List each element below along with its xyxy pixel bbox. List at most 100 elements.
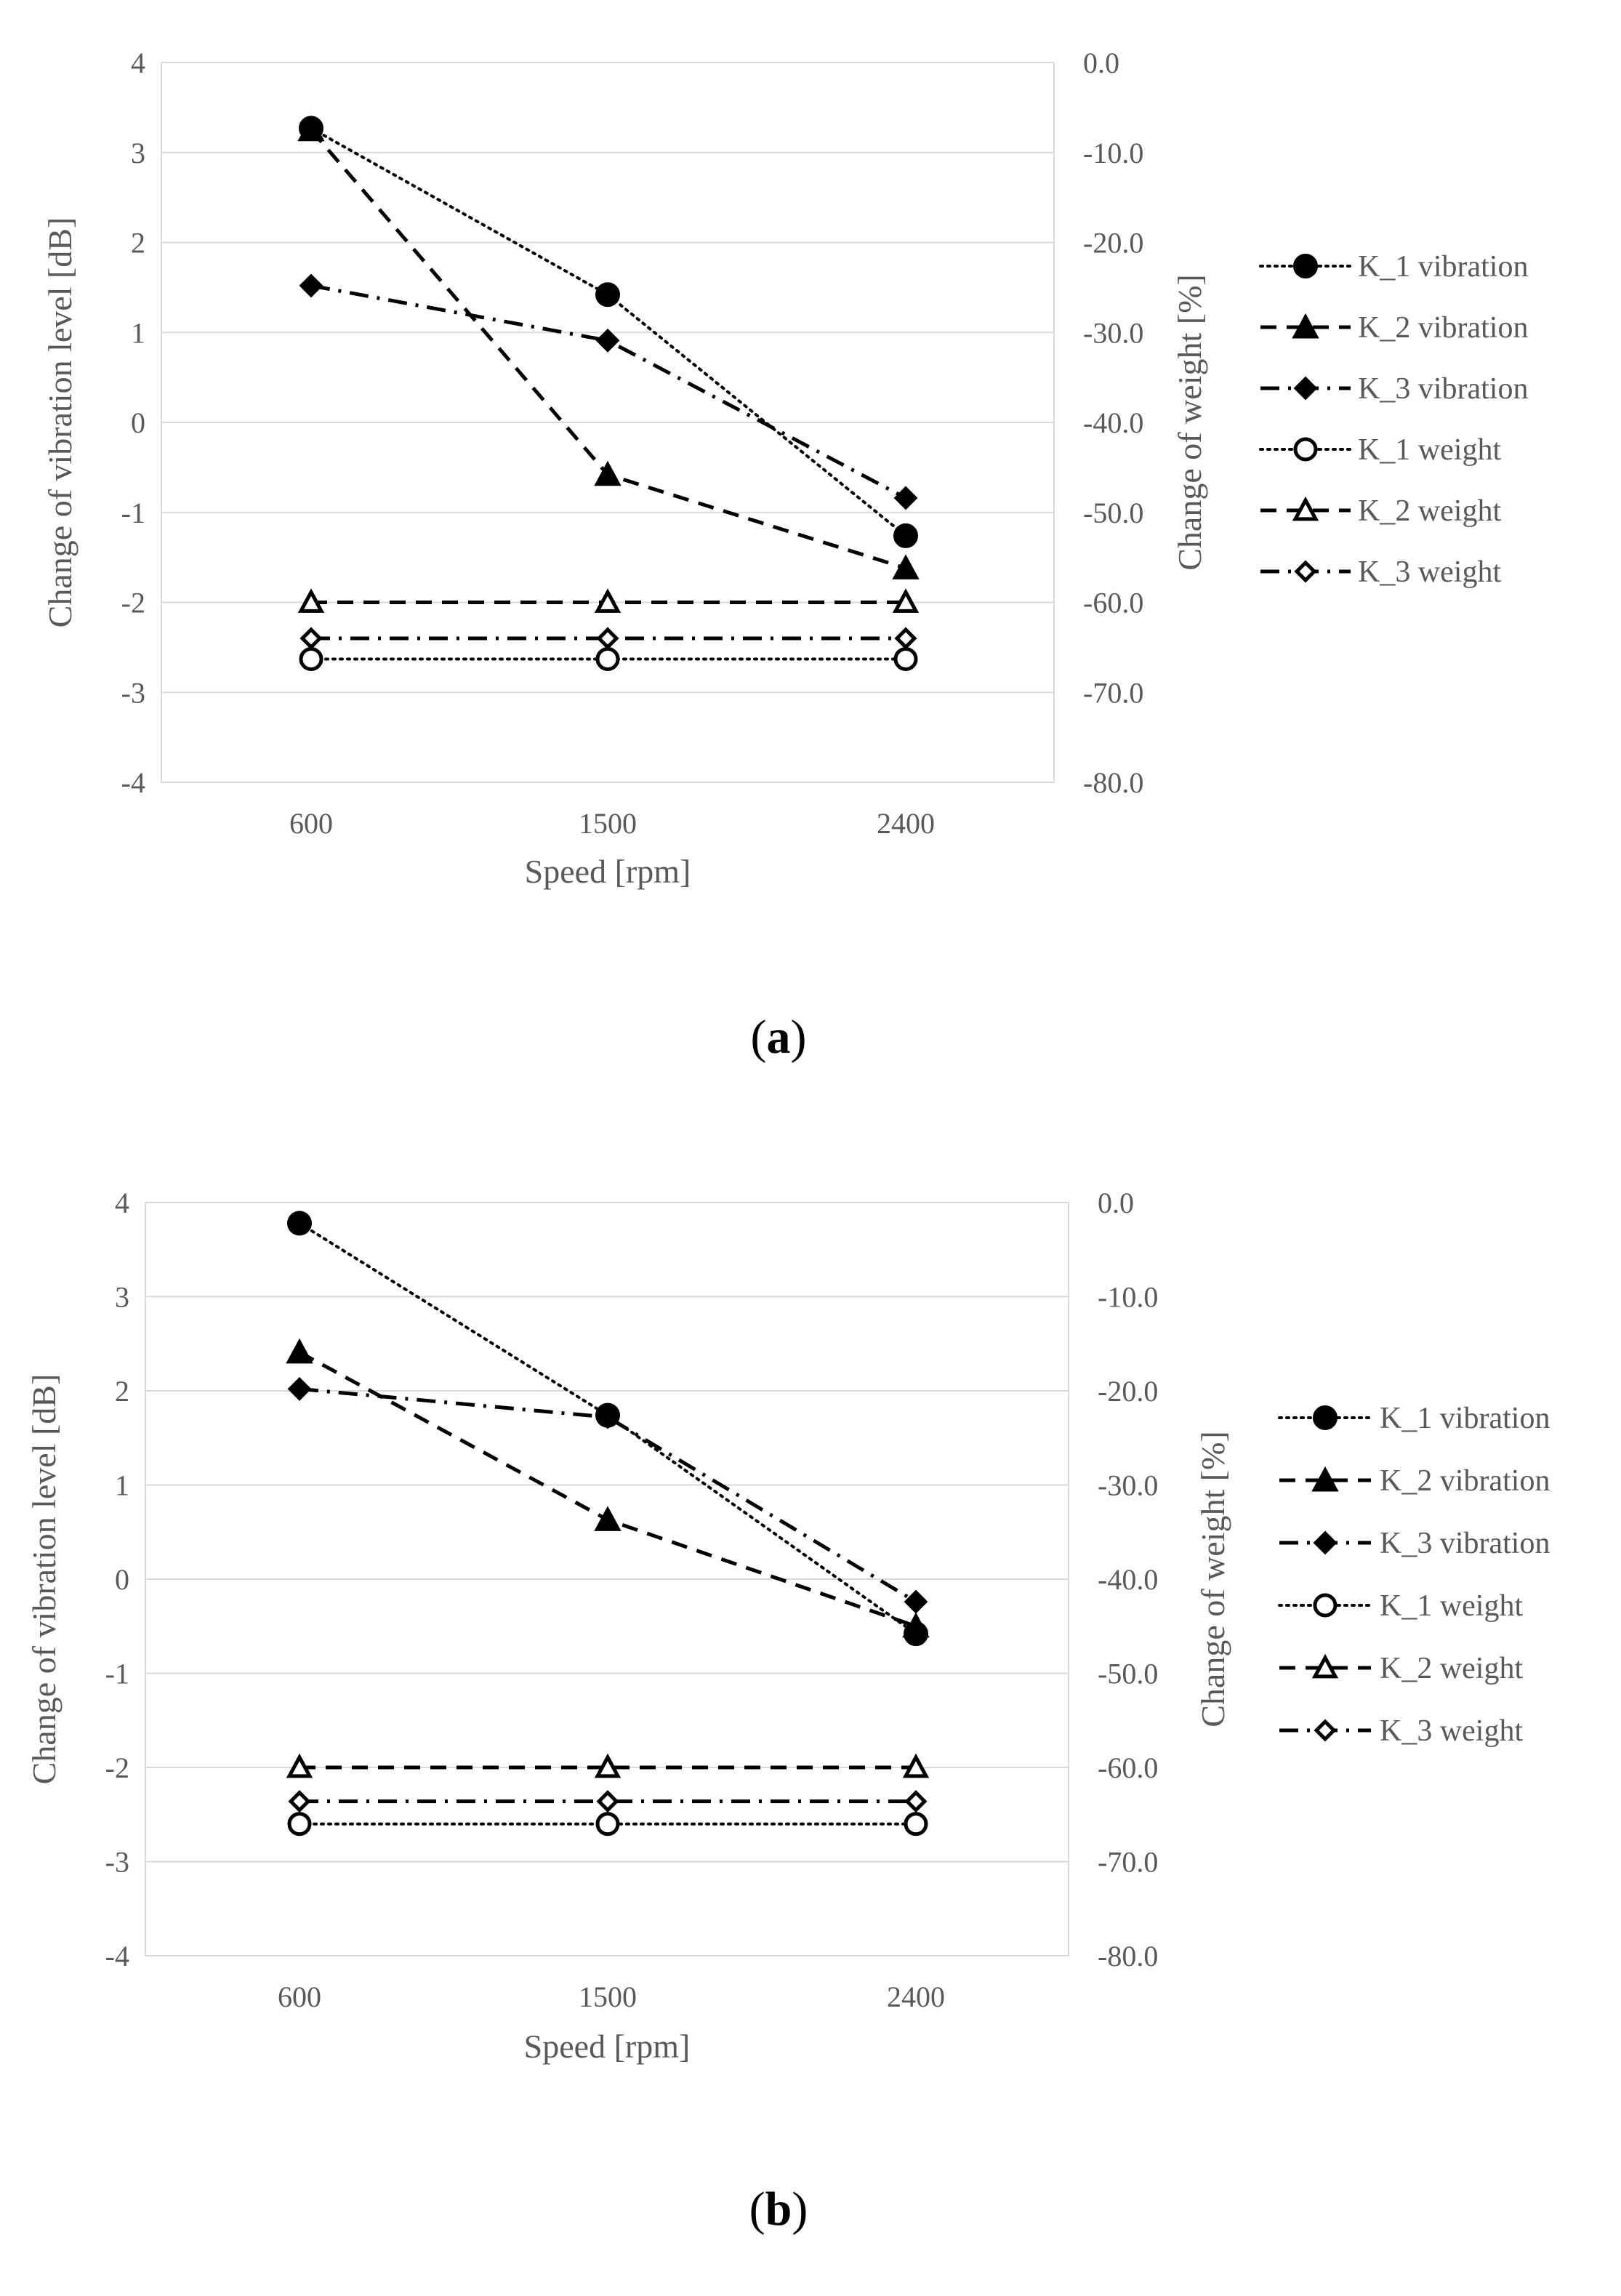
legend-marker-diamond bbox=[1314, 1719, 1337, 1742]
y2-tick-label: -40.0 bbox=[1083, 406, 1143, 439]
data-point-diamond bbox=[288, 1790, 311, 1813]
legend-label: K_2 weight bbox=[1380, 1652, 1523, 1685]
y-axis-title: Change of vibration level [dB] bbox=[41, 217, 79, 628]
y-tick-label: -3 bbox=[105, 1846, 129, 1879]
x-tick-label: 2400 bbox=[887, 1980, 945, 2013]
data-point-diamond bbox=[299, 627, 323, 650]
series-k_2-weight bbox=[286, 1753, 930, 1778]
panel-label-close: ) bbox=[792, 2183, 808, 2236]
y2-tick-label: -40.0 bbox=[1098, 1563, 1158, 1596]
y-tick-label: 3 bbox=[131, 137, 145, 169]
y-tick-label: 1 bbox=[115, 1469, 129, 1502]
data-point-triangle bbox=[892, 588, 920, 613]
y2-tick-label: -30.0 bbox=[1083, 316, 1143, 349]
x-tick-label: 600 bbox=[278, 1980, 321, 2013]
panel-label-close: ) bbox=[791, 1011, 807, 1064]
data-point-diamond bbox=[595, 328, 620, 353]
legend-marker-circle bbox=[1313, 1405, 1338, 1430]
y2-tick-label: -20.0 bbox=[1098, 1375, 1158, 1408]
series-k_3-weight bbox=[288, 1790, 928, 1813]
series-k_3-weight bbox=[299, 627, 917, 650]
data-point-triangle bbox=[286, 1753, 313, 1778]
y2-axis-title: Change of weight [%] bbox=[1171, 274, 1208, 571]
legend-marker-circle bbox=[1293, 437, 1318, 462]
data-point-diamond bbox=[904, 1790, 928, 1813]
data-point-triangle bbox=[594, 1506, 622, 1531]
legend-entry: K_3 vibration bbox=[1279, 1527, 1550, 1560]
y2-tick-label: -80.0 bbox=[1083, 766, 1143, 799]
legend-entry: K_3 weight bbox=[1260, 555, 1501, 589]
data-point-triangle bbox=[902, 1753, 930, 1778]
legend-label: K_1 vibration bbox=[1380, 1402, 1550, 1435]
legend-entry: K_2 weight bbox=[1260, 494, 1501, 528]
legend-entry: K_2 vibration bbox=[1260, 311, 1528, 345]
series-line bbox=[310, 127, 907, 537]
y-tick-label: -4 bbox=[121, 766, 145, 799]
panel-label-open: ( bbox=[751, 1011, 767, 1064]
legend-marker-triangle bbox=[1311, 1466, 1339, 1492]
data-point-circle bbox=[595, 282, 620, 308]
legend-label: K_2 weight bbox=[1358, 494, 1501, 528]
series-k_1-weight bbox=[299, 646, 918, 671]
y-tick-label: 0 bbox=[131, 406, 145, 439]
data-point-diamond bbox=[596, 627, 619, 650]
y2-tick-label: -60.0 bbox=[1098, 1751, 1158, 1784]
y2-tick-label: 0.0 bbox=[1098, 1187, 1134, 1219]
legend-entry: K_1 vibration bbox=[1278, 1402, 1550, 1435]
y2-tick-label: 0.0 bbox=[1083, 47, 1119, 79]
data-point-diamond bbox=[893, 486, 918, 510]
legend-marker-circle bbox=[1293, 254, 1318, 278]
chart-panel-a: 43210-1-2-3-40.0-10.0-20.0-30.0-40.0-50.… bbox=[41, 47, 1528, 1064]
panel-label-open: ( bbox=[749, 2183, 765, 2236]
y-tick-label: -3 bbox=[121, 676, 145, 709]
legend-label: K_1 weight bbox=[1380, 1589, 1523, 1623]
legend-marker-triangle bbox=[1311, 1653, 1339, 1679]
legend-label: K_1 weight bbox=[1358, 433, 1501, 467]
data-point-circle bbox=[893, 523, 918, 548]
series-line bbox=[298, 1350, 917, 1629]
data-point-triangle bbox=[892, 554, 920, 579]
chart-panel-b: 43210-1-2-3-40.0-10.0-20.0-30.0-40.0-50.… bbox=[25, 1187, 1550, 2236]
y-tick-label: -4 bbox=[105, 1940, 129, 1972]
y2-tick-label: -30.0 bbox=[1098, 1469, 1158, 1502]
data-point-circle bbox=[299, 646, 323, 671]
y2-tick-label: -80.0 bbox=[1098, 1940, 1158, 1972]
data-point-circle bbox=[904, 1812, 928, 1837]
series-line bbox=[310, 284, 907, 500]
panel-label-letter: a bbox=[767, 1011, 791, 1064]
y2-tick-label: -20.0 bbox=[1083, 227, 1143, 260]
data-point-diamond bbox=[299, 273, 323, 298]
x-tick-label: 1500 bbox=[579, 1980, 637, 2013]
series-k_3-vibration bbox=[299, 273, 918, 510]
legend-marker-triangle bbox=[1292, 313, 1319, 339]
y-tick-label: -1 bbox=[105, 1658, 129, 1690]
y2-tick-label: -50.0 bbox=[1098, 1658, 1158, 1690]
legend-entry: K_2 weight bbox=[1279, 1652, 1523, 1685]
legend-entry: K_3 vibration bbox=[1260, 372, 1528, 406]
legend-label: K_3 vibration bbox=[1358, 372, 1528, 406]
legend-marker-diamond bbox=[1294, 560, 1317, 583]
y-tick-label: 2 bbox=[115, 1375, 129, 1408]
data-point-triangle bbox=[594, 460, 622, 486]
series-k_2-vibration bbox=[286, 1338, 930, 1638]
x-tick-label: 2400 bbox=[877, 807, 935, 840]
legend-entry: K_1 weight bbox=[1278, 1589, 1523, 1623]
x-axis-title: Speed [rpm] bbox=[525, 853, 691, 890]
panel-label: (a) bbox=[751, 1011, 807, 1064]
series-k_1-weight bbox=[287, 1812, 928, 1837]
y-axis-title: Change of vibration level [dB] bbox=[25, 1374, 63, 1785]
legend-label: K_2 vibration bbox=[1358, 311, 1528, 345]
data-point-diamond bbox=[904, 1589, 928, 1614]
data-point-triangle bbox=[594, 1753, 622, 1778]
data-point-circle bbox=[595, 646, 620, 671]
series-k_2-vibration bbox=[297, 116, 920, 579]
y2-tick-label: -10.0 bbox=[1098, 1281, 1158, 1314]
legend-entry: K_1 vibration bbox=[1259, 250, 1528, 284]
data-point-circle bbox=[893, 646, 918, 671]
legend-label: K_1 vibration bbox=[1358, 250, 1528, 284]
legend-marker-circle bbox=[1313, 1593, 1338, 1618]
data-point-diamond bbox=[894, 627, 917, 650]
x-axis-title: Speed [rpm] bbox=[524, 2028, 691, 2065]
legend-label: K_3 weight bbox=[1358, 555, 1501, 589]
